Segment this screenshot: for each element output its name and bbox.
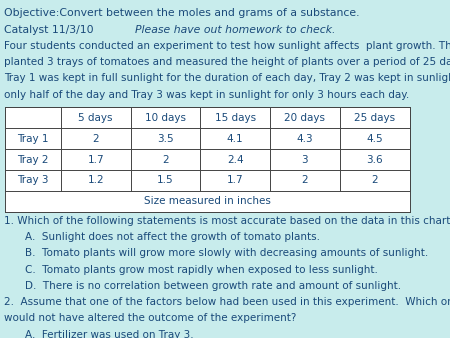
Text: 4.1: 4.1 [227, 134, 243, 144]
Text: C.  Tomato plants grow most rapidly when exposed to less sunlight.: C. Tomato plants grow most rapidly when … [25, 265, 378, 275]
Text: Please have out homework to check.: Please have out homework to check. [135, 25, 336, 35]
Text: 25 days: 25 days [354, 113, 395, 123]
Text: D.  There is no correlation between growth rate and amount of sunlight.: D. There is no correlation between growt… [25, 281, 401, 291]
Text: 2: 2 [302, 175, 308, 186]
Text: 1. Which of the following statements is most accurate based on the data in this : 1. Which of the following statements is … [4, 216, 450, 226]
Text: 3.5: 3.5 [157, 134, 174, 144]
Text: 4.3: 4.3 [297, 134, 313, 144]
Text: 2.4: 2.4 [227, 154, 243, 165]
Text: Tray 2: Tray 2 [17, 154, 49, 165]
Text: 1.7: 1.7 [87, 154, 104, 165]
Text: only half of the day and Tray 3 was kept in sunlight for only 3 hours each day.: only half of the day and Tray 3 was kept… [4, 90, 410, 100]
Text: Tray 3: Tray 3 [17, 175, 49, 186]
Text: planted 3 trays of tomatoes and measured the height of plants over a period of 2: planted 3 trays of tomatoes and measured… [4, 57, 450, 67]
Text: 1.2: 1.2 [87, 175, 104, 186]
Text: 10 days: 10 days [145, 113, 186, 123]
Text: Tray 1 was kept in full sunlight for the duration of each day, Tray 2 was kept i: Tray 1 was kept in full sunlight for the… [4, 73, 450, 83]
Bar [4, 107, 410, 212]
Text: 2: 2 [162, 154, 169, 165]
Text: 3.6: 3.6 [366, 154, 383, 165]
Text: A.  Sunlight does not affect the growth of tomato plants.: A. Sunlight does not affect the growth o… [25, 232, 320, 242]
Text: Size measured in inches: Size measured in inches [144, 196, 270, 207]
Text: Catalyst 11/3/10: Catalyst 11/3/10 [4, 25, 94, 35]
Text: 4.5: 4.5 [366, 134, 383, 144]
Text: would not have altered the outcome of the experiment?: would not have altered the outcome of th… [4, 313, 297, 323]
Text: 1.7: 1.7 [227, 175, 243, 186]
Text: 5 days: 5 days [78, 113, 113, 123]
Text: 2.  Assume that one of the factors below had been used in this experiment.  Whic: 2. Assume that one of the factors below … [4, 297, 450, 307]
Text: Tray 1: Tray 1 [17, 134, 49, 144]
Text: 1.5: 1.5 [157, 175, 174, 186]
Text: 20 days: 20 days [284, 113, 325, 123]
Text: 2: 2 [92, 134, 99, 144]
Text: A.  Fertilizer was used on Tray 3.: A. Fertilizer was used on Tray 3. [25, 330, 194, 338]
Text: Objective:Convert between the moles and grams of a substance.: Objective:Convert between the moles and … [4, 8, 360, 19]
Text: Four students conducted an experiment to test how sunlight affects  plant growth: Four students conducted an experiment to… [4, 41, 450, 51]
Text: 2: 2 [371, 175, 378, 186]
Text: B.  Tomato plants will grow more slowly with decreasing amounts of sunlight.: B. Tomato plants will grow more slowly w… [25, 248, 428, 259]
Text: 15 days: 15 days [215, 113, 256, 123]
Text: 3: 3 [302, 154, 308, 165]
